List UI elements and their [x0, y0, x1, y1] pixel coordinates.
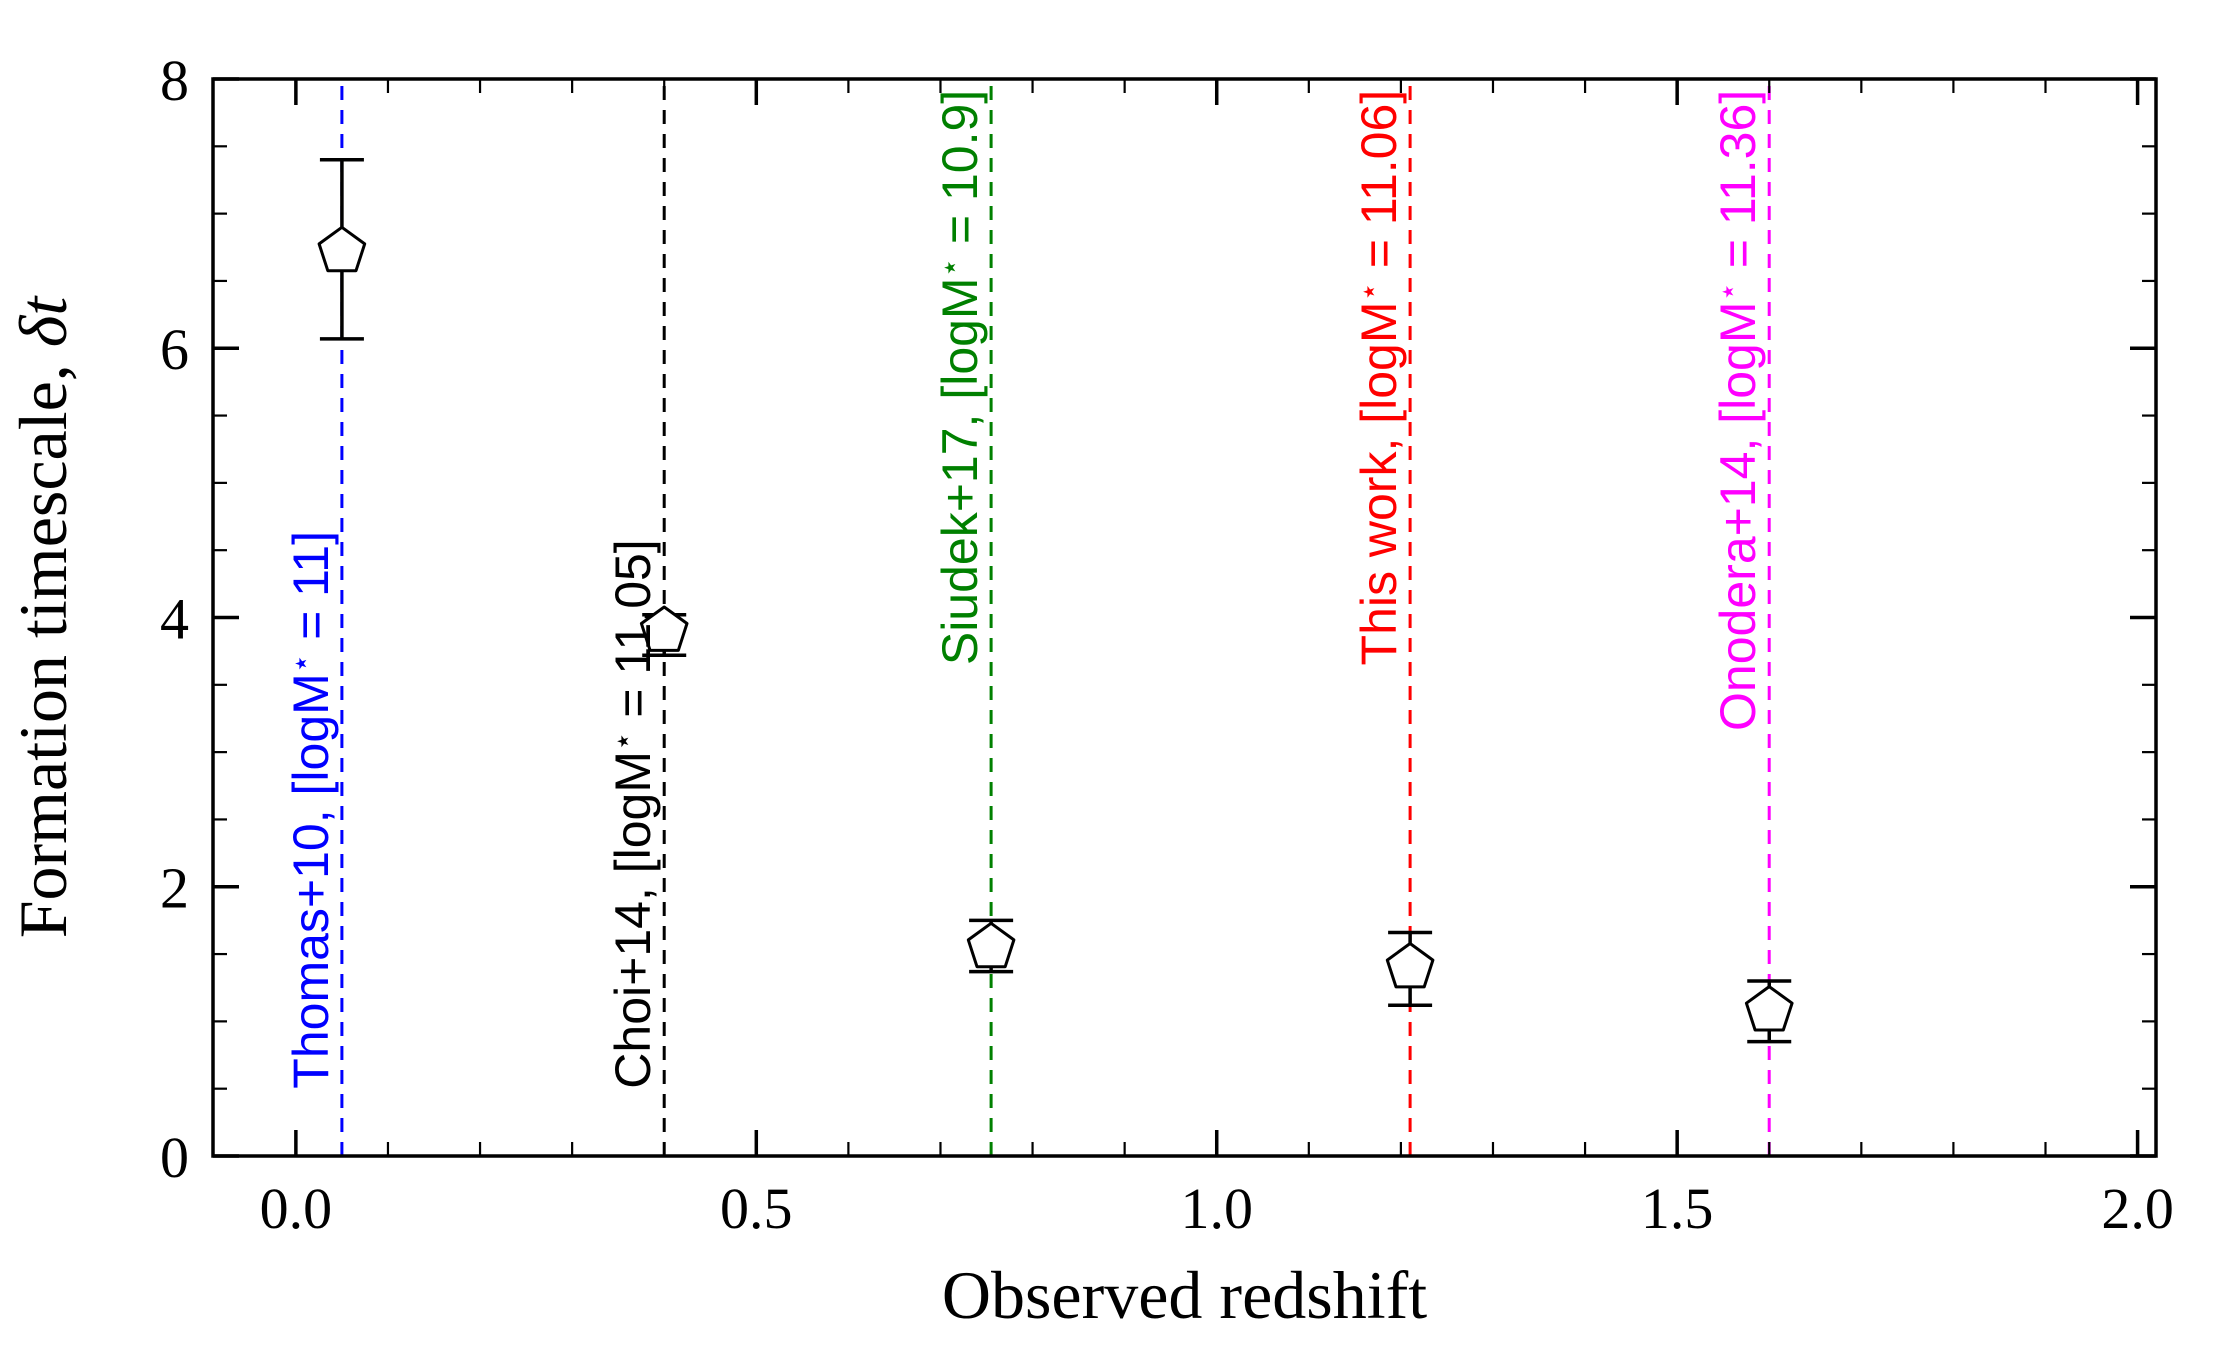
- annotation-thomas-10: Thomas+10, [logM⋆ = 11]: [283, 531, 339, 1089]
- x-tick-label: 1.0: [1180, 1176, 1253, 1241]
- datapoint-siudek-17: [966, 918, 1016, 974]
- y-tick-label: 6: [160, 317, 189, 382]
- annotation-onodera-14: Onodera+14, [logM⋆ = 11.36]: [1710, 90, 1766, 731]
- datapoint-onodera-14: [1744, 979, 1794, 1044]
- datapoint-thomas-10: [317, 158, 367, 341]
- marker-siudek-17: [966, 921, 1016, 969]
- x-tick-label: 2.0: [2101, 1176, 2174, 1241]
- y-tick-label: 4: [160, 586, 189, 651]
- marker-onodera-14: [1744, 985, 1794, 1032]
- y-tick-label: 0: [160, 1125, 189, 1190]
- datapoint-choi-14: [639, 605, 689, 657]
- y-tick-label: 2: [160, 856, 189, 921]
- x-tick-label: 0.0: [260, 1176, 333, 1241]
- x-tick-label: 0.5: [720, 1176, 793, 1241]
- x-tick-label: 1.5: [1641, 1176, 1714, 1241]
- axis-ticks: [213, 77, 2156, 1158]
- y-tick-label: 8: [160, 48, 189, 113]
- marker-thomas-10: [317, 225, 367, 273]
- annotation-choi-14: Choi+14, [logM⋆ = 11.05]: [605, 539, 661, 1088]
- datapoint-this-work: [1385, 930, 1435, 1007]
- plot-frame: [211, 77, 2158, 1158]
- marker-choi-14: [639, 605, 689, 652]
- annotation-siudek-17: Siudek+17, [logM⋆ = 10.9]: [932, 90, 988, 665]
- marker-this-work: [1385, 942, 1435, 989]
- annotation-this-work: This work, [logM⋆ = 11.06]: [1351, 90, 1407, 666]
- x-axis-label: Observed redshift: [942, 1257, 1427, 1333]
- y-axis-label: Formation timescale, δt: [5, 295, 81, 939]
